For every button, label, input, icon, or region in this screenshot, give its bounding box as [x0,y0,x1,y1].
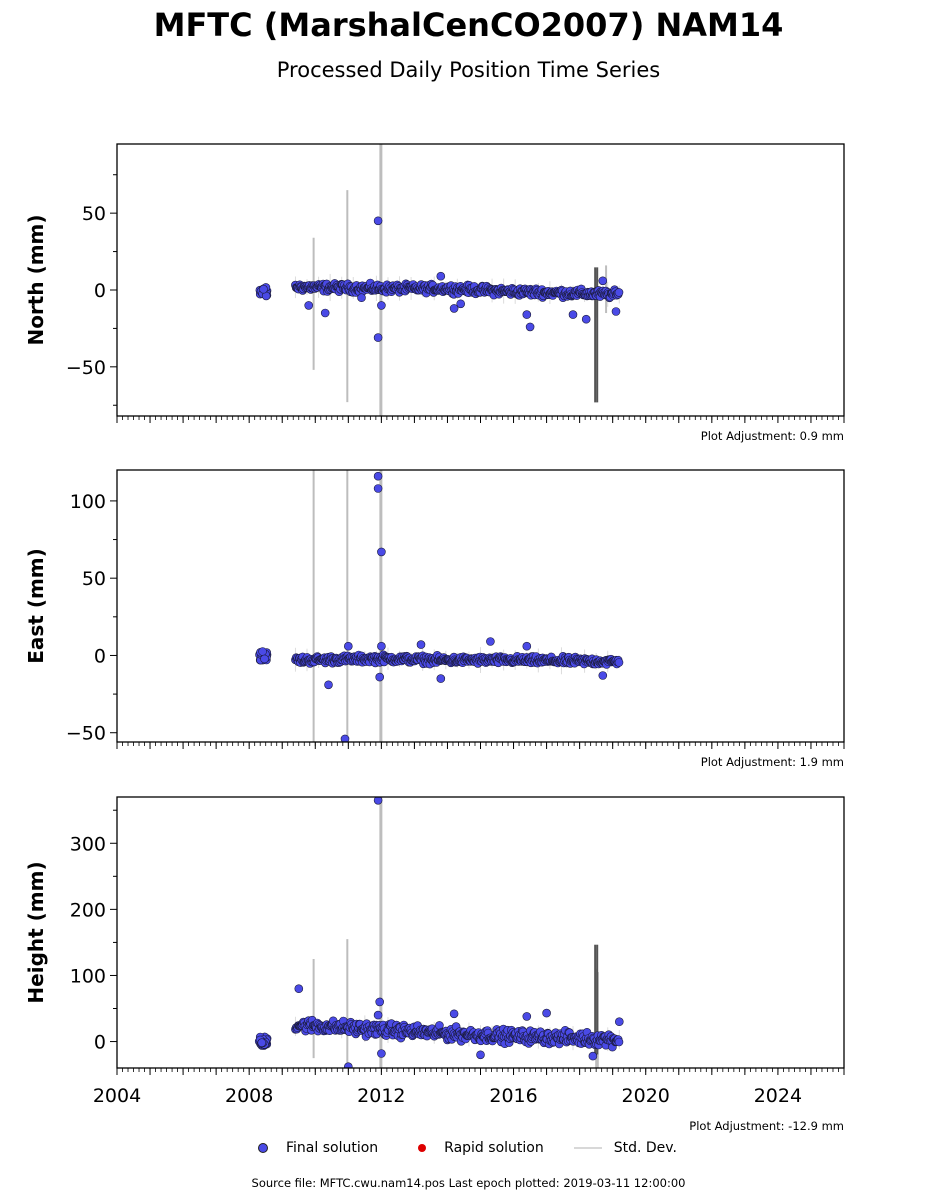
y-tick-label: 0 [94,645,106,667]
data-point [614,658,624,667]
y-tick-label: 50 [82,568,106,590]
data-point [373,471,383,481]
x-tick-label: 2024 [754,1085,802,1107]
y-tick-label: 100 [70,491,106,513]
x-tick-label: 2016 [489,1085,537,1107]
data-point [377,641,386,651]
page-title: MFTC (MarshalCenCO2007) NAM14 [153,6,784,44]
data-point [588,1051,598,1061]
legend-final-label: Final solution [286,1140,379,1156]
plot-frame [116,143,845,417]
data-point [436,674,446,683]
data-point [259,284,268,294]
y-tick-label: 100 [70,965,106,987]
plot-area [255,144,624,416]
data-point [614,288,624,297]
y-tick-label: −50 [66,357,106,379]
data-point [357,293,366,303]
final-solution-points [254,797,624,1068]
final-solution-marker-icon [258,1143,268,1153]
y-tick-label: 0 [94,1032,106,1054]
final-solution-points [255,216,624,342]
legend-rapid-label: Rapid solution [444,1140,544,1156]
final-solution-points [255,471,624,742]
plot-frame [116,469,845,743]
data-point [304,301,314,310]
data-point [436,271,446,281]
y-tick-label: −50 [66,723,106,745]
plot-area [254,797,624,1068]
data-point [343,641,353,651]
data-point [377,547,386,557]
data-point [375,997,385,1007]
data-point [373,484,383,493]
data-point [344,1062,353,1068]
legend-stddev-label: Std. Dev. [613,1140,677,1156]
data-point [449,304,459,313]
stddev-bars [294,470,620,742]
x-tick-label: 2020 [622,1085,670,1107]
data-point [294,984,304,994]
data-point [340,734,350,742]
y-axis-label: North (mm) [24,214,48,345]
x-tick-label: 2012 [357,1085,405,1107]
data-point [375,672,385,682]
data-point [568,310,578,319]
y-axis-label: East (mm) [24,548,48,664]
data-point [373,333,383,342]
data-point [522,641,532,651]
stddev-bars [294,144,620,416]
data-point [449,1009,459,1019]
data-point [522,310,532,319]
data-point [456,299,466,309]
y-tick-label: 0 [94,280,106,302]
data-point [522,1012,532,1021]
data-point [598,671,608,680]
y-axis-label: Height (mm) [24,861,48,1003]
stddev-line-icon [573,1147,602,1149]
data-point [257,1038,267,1047]
legend-final: Final solution [248,1140,378,1156]
x-tick-label: 2004 [93,1085,141,1107]
data-point [486,637,495,646]
data-point [525,322,535,332]
y-tick-label: 300 [70,833,106,855]
plot-area [255,470,624,742]
data-point [614,1037,624,1047]
data-point [258,647,267,656]
legend-stddev: Std. Dev. [573,1140,677,1156]
panel-2: −50 0 50 100 East (mm) Plot Adjustment: 1.9 m… [24,469,845,769]
page-subtitle: Processed Daily Position Time Series [276,58,661,82]
data-point [320,308,330,318]
data-point [416,640,426,649]
data-point [476,1050,485,1060]
data-point [581,314,591,324]
source-footer: Source file: MFTC.cwu.nam14.pos Last epo… [251,1176,686,1190]
data-point [260,654,269,664]
legend-rapid: Rapid solution [408,1140,544,1156]
panel-1: −50 0 50 North (mm) Plot Adjustment: 0.9 mm [24,143,845,443]
data-point [614,1017,624,1027]
plot-adjustment-label: Plot Adjustment: -12.9 mm [689,1119,844,1133]
x-tick-label: 2008 [225,1085,273,1107]
panel-3: 0 100 200 300 2004 2008 2012 2016 2020 2024 Height… [24,796,845,1133]
data-point [373,1010,383,1020]
legend: Final solution Rapid solution Std. Dev. [248,1138,707,1158]
data-point [373,216,383,226]
data-point [324,680,333,690]
data-point [377,1049,386,1058]
y-tick-label: 50 [82,203,106,225]
data-point [373,797,383,805]
plot-adjustment-label: Plot Adjustment: 1.9 mm [701,755,844,769]
y-tick-label: 200 [70,899,106,921]
data-point [611,307,621,316]
data-point [542,1008,551,1018]
plot-adjustment-label: Plot Adjustment: 0.9 mm [701,429,844,443]
rapid-solution-marker-icon [418,1144,427,1152]
data-point [598,276,608,286]
data-point [377,301,386,310]
